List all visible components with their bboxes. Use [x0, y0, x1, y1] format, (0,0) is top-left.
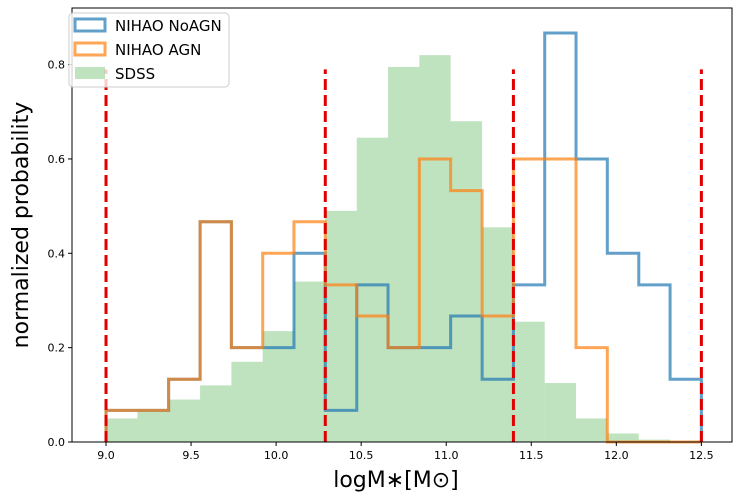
sdss-bar — [168, 399, 201, 442]
y-tick-label: 0.6 — [48, 153, 66, 166]
x-tick-label: 11.5 — [519, 449, 544, 462]
legend-label-noagn: NIHAO NoAGN — [115, 17, 222, 35]
legend-label-agn: NIHAO AGN — [115, 41, 201, 59]
sdss-bar — [450, 121, 483, 442]
plot-frame — [71, 7, 733, 443]
legend-swatch-agn — [73, 41, 107, 57]
x-tick-label: 9.5 — [182, 449, 200, 462]
sdss-bar — [482, 227, 514, 442]
x-axis-label: logM∗[M⊙] — [333, 468, 459, 493]
sdss-bar — [106, 418, 138, 442]
y-tick-label: 0.0 — [48, 436, 66, 449]
sdss-bar — [576, 418, 608, 442]
sdss-bar — [544, 383, 577, 442]
sdss-bar — [513, 321, 545, 442]
x-tick-label: 10.0 — [264, 449, 289, 462]
legend-swatch-sdss — [75, 67, 105, 79]
y-tick-label: 0.4 — [48, 247, 66, 260]
sdss-bar — [231, 361, 263, 442]
sdss-bar — [419, 55, 451, 442]
threshold-lines — [104, 69, 703, 442]
x-tick-label: 12.5 — [689, 449, 714, 462]
sdss-bar — [137, 411, 169, 442]
x-tick-label: 9.0 — [97, 449, 115, 462]
x-tick-label: 11.0 — [434, 449, 459, 462]
sdss-bar — [388, 66, 420, 442]
series-agn-line — [104, 157, 702, 444]
sdss-bar — [607, 433, 639, 442]
x-tick-label: 12.0 — [604, 449, 629, 462]
legend: NIHAO NoAGN NIHAO AGN SDSS — [68, 12, 230, 88]
legend-swatch-noagn — [73, 17, 107, 33]
y-axis-label: normalized probability — [9, 102, 34, 349]
sdss-bar — [356, 137, 389, 442]
legend-frame — [68, 12, 230, 88]
sdss-bar — [200, 385, 232, 442]
y-axis: 0.0 0.2 0.4 0.6 0.8 — [48, 59, 72, 449]
sdss-bar — [325, 210, 357, 442]
sdss-bar — [262, 331, 294, 442]
y-tick-label: 0.8 — [48, 59, 66, 72]
x-tick-label: 10.5 — [349, 449, 374, 462]
legend-label-sdss: SDSS — [115, 65, 155, 83]
x-axis: 9.0 9.5 10.0 10.5 11.0 11.5 12.0 12.5 — [97, 442, 714, 462]
step-lines — [104, 31, 703, 444]
y-tick-label: 0.2 — [48, 342, 66, 355]
sdss-bar — [293, 281, 326, 442]
sdss-bars — [106, 55, 671, 442]
